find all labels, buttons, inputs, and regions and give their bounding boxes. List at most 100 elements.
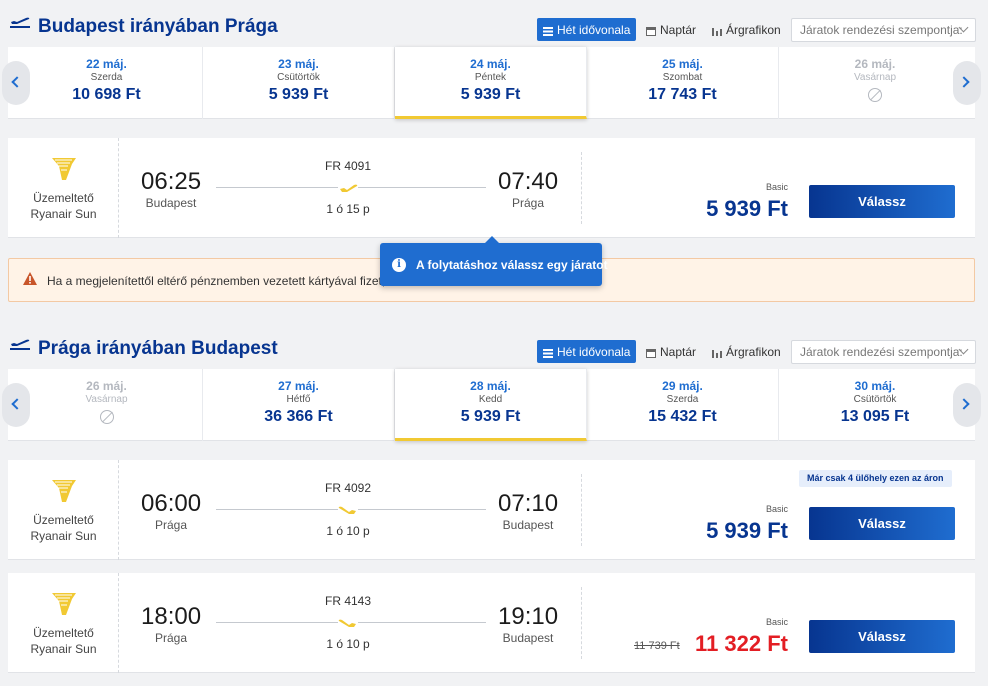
select-flight-button[interactable]: Válassz	[809, 185, 955, 218]
date-label: 30 máj.	[854, 379, 896, 393]
inbound-date-strip: 26 máj. Vasárnap 27 máj. Hétfő 36 366 Ft…	[2, 369, 981, 441]
date-price: 5 939 Ft	[268, 86, 329, 103]
date-price: 36 366 Ft	[264, 408, 333, 425]
date-cell[interactable]: 23 máj. Csütörtök 5 939 Ft	[203, 47, 395, 119]
date-price: 5 939 Ft	[460, 408, 521, 425]
plane-icon	[338, 502, 358, 516]
weekday-label: Szombat	[662, 72, 703, 83]
flight-number: FR 4091	[324, 159, 372, 173]
next-dates-button[interactable]	[953, 383, 981, 427]
date-cell[interactable]: 25 máj. Szombat 17 743 Ft	[587, 47, 779, 119]
flight-number: FR 4092	[324, 481, 372, 495]
date-price: 5 939 Ft	[460, 86, 521, 103]
no-flight-icon	[868, 88, 882, 102]
calendar-button[interactable]: Naptár	[640, 18, 702, 41]
operator-block: Üzemeltető Ryanair Sun	[8, 460, 119, 560]
operator-name: Ryanair Sun	[30, 529, 97, 543]
divider	[581, 587, 582, 659]
calendar-button[interactable]: Naptár	[640, 340, 702, 363]
date-label: 29 máj.	[662, 379, 703, 393]
chevron-right-icon	[958, 76, 970, 88]
weekday-label: Péntek	[474, 72, 507, 83]
operator-name: Ryanair Sun	[30, 642, 97, 656]
fare-type: Basic	[765, 182, 788, 192]
weekday-label: Csütörtök	[277, 72, 320, 83]
date-cell[interactable]: 29 máj. Szerda 15 432 Ft	[587, 369, 779, 441]
arrival-time: 07:40	[498, 168, 559, 195]
ryanair-harp-logo-icon	[52, 158, 76, 180]
price-chart-button[interactable]: Árgrafikon	[706, 18, 787, 41]
arrival-time: 07:10	[498, 490, 559, 517]
date-price: 15 432 Ft	[648, 408, 717, 425]
weekday-label: Szerda	[666, 394, 699, 405]
chevron-right-icon	[958, 398, 970, 410]
weekday-label: Vasárnap	[85, 394, 128, 405]
weekday-label: Vasárnap	[853, 72, 897, 83]
plane-icon	[338, 180, 358, 194]
fare-type: Basic	[765, 504, 788, 514]
date-price: 10 698 Ft	[72, 86, 141, 103]
tooltip-text: A folytatáshoz válassz egy járatot	[416, 258, 608, 272]
date-cell-disabled: 26 máj. Vasárnap	[11, 369, 203, 441]
inbound-header: Prága irányában Budapest Hét idővonala N…	[0, 326, 988, 366]
next-dates-button[interactable]	[953, 61, 981, 105]
list-icon	[543, 347, 553, 358]
fare-type: Basic	[765, 617, 788, 627]
outbound-header: Budapest irányában Prága Hét idővonala N…	[0, 4, 988, 44]
prev-dates-button[interactable]	[2, 383, 30, 427]
info-icon: i	[392, 258, 406, 272]
date-label: 24 máj.	[470, 57, 511, 71]
calendar-icon	[646, 347, 656, 358]
date-label: 28 máj.	[470, 379, 511, 393]
select-flight-button[interactable]: Válassz	[809, 620, 955, 653]
departure-city: Prága	[154, 631, 188, 645]
date-cell-disabled: 26 máj. Vasárnap	[779, 47, 971, 119]
select-flight-tooltip: i A folytatáshoz válassz egy járatot	[380, 236, 608, 286]
flight-duration: 1 ó 10 p	[326, 637, 370, 651]
week-timeline-button[interactable]: Hét idővonala	[537, 340, 637, 363]
date-label: 27 máj.	[278, 379, 319, 393]
flight-duration: 1 ó 15 p	[326, 202, 370, 216]
flight-card: Üzemeltető Ryanair Sun 06:00 Prága FR 40…	[8, 460, 975, 560]
warning-text: Ha a megjelenítettől eltérő pénznemben v…	[47, 274, 387, 288]
chevron-left-icon	[11, 398, 23, 410]
date-cell-selected[interactable]: 28 máj. Kedd 5 939 Ft	[395, 369, 587, 441]
price-chart-button[interactable]: Árgrafikon	[706, 340, 787, 363]
operator-label: Üzemeltető	[33, 191, 94, 205]
date-cell[interactable]: 22 máj. Szerda 10 698 Ft	[11, 47, 203, 119]
date-price: 13 095 Ft	[840, 408, 910, 425]
weekday-label: Csütörtök	[853, 394, 897, 405]
date-cell[interactable]: 27 máj. Hétfő 36 366 Ft	[203, 369, 395, 441]
departure-time: 06:25	[141, 168, 202, 195]
departure-time: 06:00	[141, 490, 202, 517]
arrival-city: Budapest	[502, 631, 554, 645]
original-price: 11 739 Ft	[634, 640, 680, 652]
departure-time: 18:00	[141, 603, 202, 630]
flight-card: Üzemeltető Ryanair Sun 06:25 Budapest FR…	[8, 138, 975, 238]
week-timeline-button[interactable]: Hét idővonala	[537, 18, 637, 41]
sort-select[interactable]: Járatok rendezési szempontja:	[791, 340, 976, 364]
no-flight-icon	[99, 410, 114, 424]
weekday-label: Szerda	[90, 72, 123, 83]
section-title: Prága irányában Budapest	[38, 338, 278, 359]
ryanair-harp-logo-icon	[52, 593, 76, 615]
date-label: 26 máj.	[854, 57, 896, 71]
date-cell[interactable]: 30 máj. Csütörtök 13 095 Ft	[779, 369, 971, 441]
sale-price: 11 322 Ft	[695, 631, 788, 656]
date-label: 26 máj.	[86, 379, 127, 393]
divider	[581, 474, 582, 546]
arrival-time: 19:10	[498, 603, 559, 630]
date-cell-selected[interactable]: 24 máj. Péntek 5 939 Ft	[395, 47, 587, 119]
section-title: Budapest irányában Prága	[38, 16, 278, 37]
weekday-label: Hétfő	[286, 394, 311, 405]
departure-city: Prága	[154, 518, 188, 532]
date-label: 25 máj.	[662, 57, 703, 71]
warning-icon	[23, 272, 37, 285]
select-flight-button[interactable]: Válassz	[809, 507, 955, 540]
flight-price: 5 939 Ft	[706, 196, 788, 221]
price-chart-label: Árgrafikon	[726, 344, 781, 359]
prev-dates-button[interactable]	[2, 61, 30, 105]
date-price: 17 743 Ft	[648, 86, 717, 103]
plane-icon	[338, 615, 358, 629]
sort-select[interactable]: Járatok rendezési szempontja:	[791, 18, 976, 42]
